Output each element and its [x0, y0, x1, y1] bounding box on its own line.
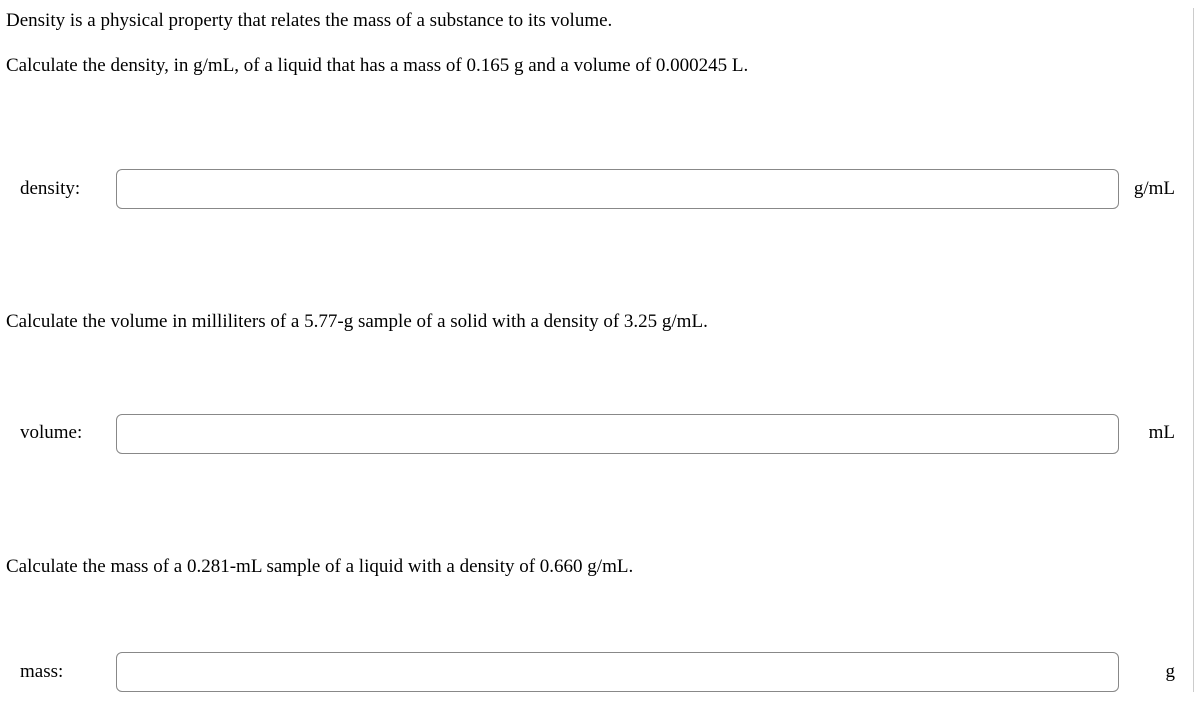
problem-container: Density is a physical property that rela…	[6, 8, 1194, 692]
question-3-prompt: Calculate the mass of a 0.281-mL sample …	[6, 554, 1183, 581]
volume-input[interactable]	[116, 414, 1119, 454]
volume-label: volume:	[6, 420, 116, 447]
intro-text: Density is a physical property that rela…	[6, 8, 1183, 35]
volume-unit: mL	[1119, 420, 1183, 447]
mass-input[interactable]	[116, 652, 1119, 692]
density-unit: g/mL	[1119, 176, 1183, 203]
answer-row-volume: volume: mL	[6, 414, 1183, 454]
answer-row-density: density: g/mL	[6, 169, 1183, 209]
mass-label: mass:	[6, 659, 116, 686]
density-input[interactable]	[116, 169, 1119, 209]
density-label: density:	[6, 176, 116, 203]
question-2-prompt: Calculate the volume in milliliters of a…	[6, 309, 1183, 336]
answer-row-mass: mass: g	[6, 652, 1183, 692]
mass-unit: g	[1119, 659, 1183, 686]
question-1-prompt: Calculate the density, in g/mL, of a liq…	[6, 53, 1183, 80]
